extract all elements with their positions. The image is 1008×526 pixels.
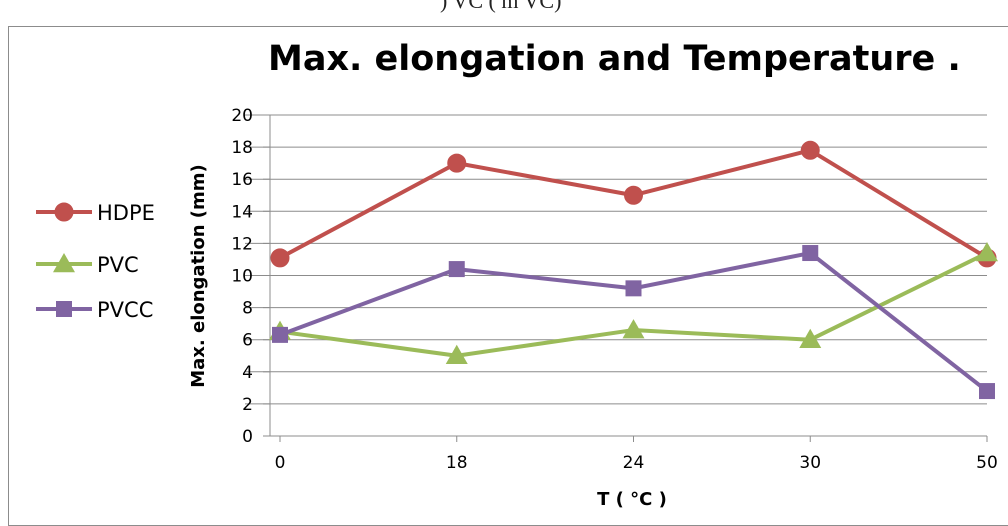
y-tick-label: 8 [242, 299, 253, 319]
y-axis-title: Max. elongation (mm) [188, 164, 209, 388]
legend-label: PVCC [97, 298, 153, 322]
y-tick-label: 12 [231, 234, 253, 254]
series-pvcc [272, 245, 995, 400]
y-tick-label: 18 [231, 138, 253, 158]
data-point-pvcc [979, 383, 995, 400]
y-tick-label: 0 [242, 427, 253, 447]
data-point-pvcc [448, 261, 465, 278]
y-tick-label: 20 [231, 106, 253, 126]
y-tick-label: 16 [231, 170, 253, 190]
data-point-pvcc [625, 280, 642, 297]
x-tick-label: 0 [275, 453, 286, 473]
x-axis-ticks: 0 18 24 30 50 [275, 436, 998, 473]
legend-label: HDPE [97, 201, 155, 225]
data-point-pvcc [802, 245, 819, 262]
x-tick-label: 18 [446, 453, 468, 473]
header-fragment: ) VC ( m VC) [440, 0, 562, 13]
data-point-pvcc [272, 326, 288, 343]
legend-label: PVC [97, 253, 139, 277]
y-tick-label: 10 [231, 267, 253, 287]
data-point-pvc [445, 344, 468, 364]
x-tick-label: 24 [623, 453, 645, 473]
data-point-hdpe [447, 153, 467, 173]
y-tick-label: 6 [242, 331, 253, 351]
series-pvc [269, 242, 998, 364]
legend-item-pvcc: PVCC [36, 298, 153, 322]
x-axis-title: T ( °C ) [597, 489, 667, 510]
series-hdpe [270, 140, 997, 268]
series-group [269, 140, 998, 400]
y-tick-label: 14 [231, 202, 253, 222]
legend-marker-pvc [53, 253, 75, 273]
cropped-header-text: ) VC ( m VC) [0, 0, 1008, 24]
series-line-pvc [279, 251, 988, 358]
data-point-pvc [799, 328, 822, 348]
gridlines [245, 114, 987, 405]
data-point-hdpe [800, 140, 820, 160]
x-tick-label: 30 [799, 453, 821, 473]
line-chart: Max. elongation and Temperature . 024681… [36, 39, 998, 510]
data-point-hdpe [624, 185, 643, 205]
x-tick-label: 50 [976, 453, 998, 473]
legend-marker-hdpe [54, 202, 74, 222]
y-tick-label: 4 [242, 363, 253, 383]
data-point-pvc [622, 319, 645, 339]
chart-title: Max. elongation and Temperature . [268, 39, 961, 79]
legend-marker-pvcc [56, 301, 72, 317]
legend-item-hdpe: HDPE [36, 201, 155, 225]
legend: HDPE PVC PVCC [36, 201, 155, 322]
data-point-pvc [976, 242, 998, 262]
legend-item-pvc: PVC [36, 253, 139, 277]
y-axis-ticks: 0 2 4 6 8 10 12 14 16 18 20 [231, 106, 270, 447]
data-point-hdpe [270, 248, 290, 268]
y-tick-label: 2 [242, 395, 253, 415]
